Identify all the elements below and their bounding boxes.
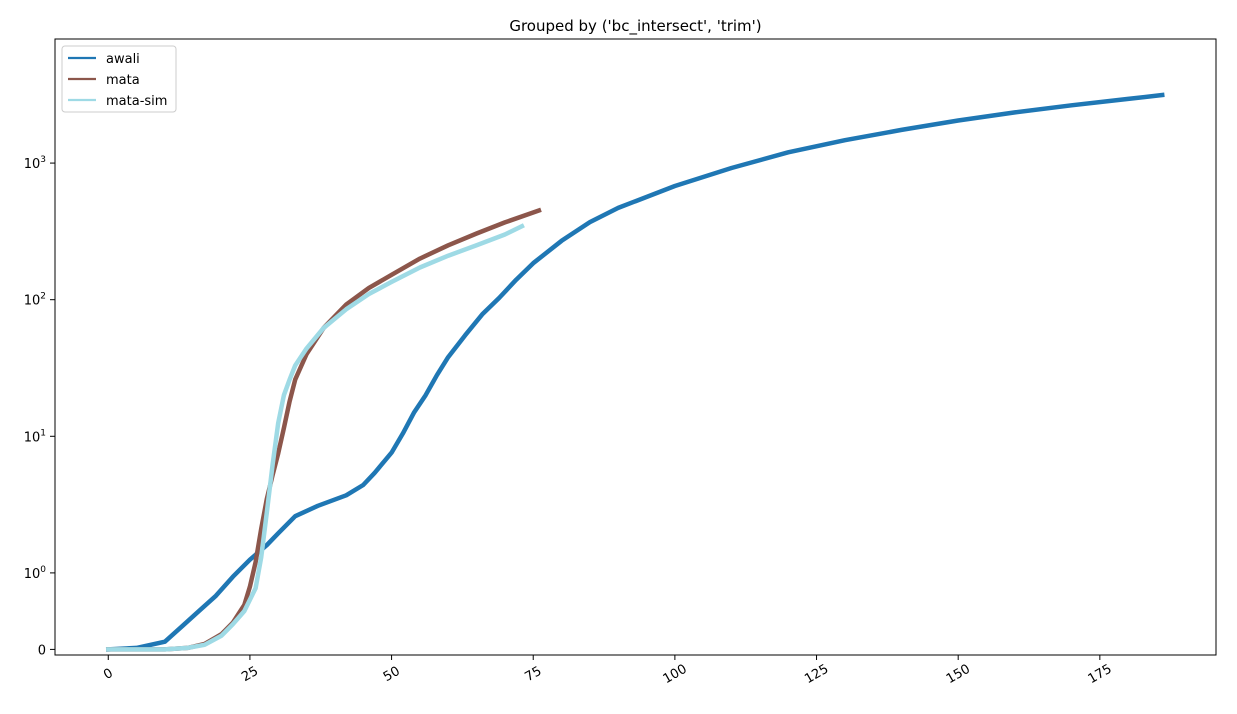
y-tick-label: 102 (24, 292, 46, 309)
y-tick-label: 101 (24, 428, 46, 445)
x-tick-label: 75 (523, 664, 545, 685)
legend-label-mata: mata (106, 73, 140, 88)
x-tick-label: 50 (381, 664, 403, 685)
series-layer (105, 92, 1165, 652)
legend: awali mata mata-sim (61, 45, 177, 113)
legend-label-mata-sim: mata-sim (106, 94, 167, 109)
legend-box (61, 45, 177, 113)
chart-title: Grouped by ('bc_intersect', 'trim') (509, 17, 761, 36)
legend-label-awali: awali (106, 52, 140, 67)
plot-frame (54, 38, 1217, 656)
series-line-mata-sim (106, 223, 525, 652)
y-tick-label: 0 (38, 643, 46, 658)
series-line-awali (105, 92, 1165, 652)
y-tick-label: 100 (24, 565, 47, 582)
x-tick-label: 25 (239, 664, 261, 685)
y-tick-label: 103 (24, 155, 46, 172)
y-axis: 0 100 101 102 103 (24, 155, 55, 658)
